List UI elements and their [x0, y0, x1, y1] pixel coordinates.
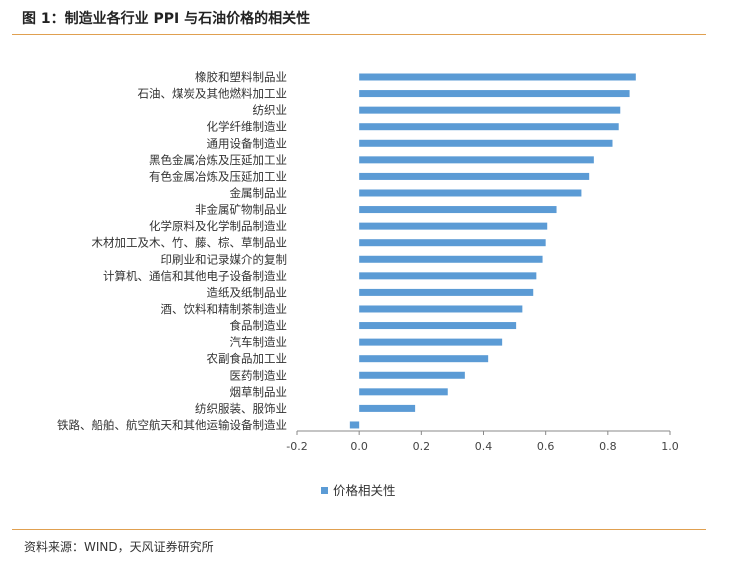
- bar-18: [359, 371, 465, 379]
- category-label-2: 纺织业: [253, 103, 288, 117]
- x-tick-label-6: 1.0: [661, 440, 679, 453]
- category-labels-group: 橡胶和塑料制品业石油、煤炭及其他燃料加工业纺织业化学纤维制造业通用设备制造业黑色…: [57, 70, 287, 432]
- bar-14: [359, 305, 523, 313]
- bar-6: [359, 172, 590, 180]
- bar-17: [359, 355, 489, 363]
- bar-3: [359, 123, 619, 131]
- category-label-0: 橡胶和塑料制品业: [195, 70, 287, 84]
- source-note: 资料来源：WIND，天风证券研究所: [24, 540, 214, 554]
- category-label-12: 计算机、通信和其他电子设备制造业: [103, 269, 287, 283]
- category-label-21: 铁路、船舶、航空航天和其他运输设备制造业: [57, 418, 287, 432]
- category-label-1: 石油、煤炭及其他燃料加工业: [138, 87, 288, 101]
- category-label-4: 通用设备制造业: [207, 136, 288, 150]
- bar-19: [359, 388, 448, 396]
- bar-9: [359, 222, 548, 230]
- legend: 价格相关性: [321, 483, 396, 498]
- bar-16: [359, 338, 503, 346]
- bar-13: [359, 288, 534, 296]
- bar-8: [359, 206, 557, 214]
- category-label-17: 农副食品加工业: [207, 352, 288, 366]
- top-divider: [12, 34, 706, 35]
- bar-7: [359, 189, 582, 197]
- x-tick-label-3: 0.4: [475, 440, 493, 453]
- category-label-16: 汽车制造业: [230, 335, 288, 349]
- bar-12: [359, 272, 537, 280]
- category-label-13: 造纸及纸制品业: [207, 285, 288, 299]
- bar-0: [359, 73, 636, 81]
- legend-label: 价格相关性: [333, 483, 396, 498]
- category-label-5: 黑色金属冶炼及压延加工业: [149, 153, 287, 167]
- bar-11: [359, 255, 543, 263]
- category-label-10: 木材加工及木、竹、藤、棕、草制品业: [92, 236, 288, 250]
- x-tick-label-0: -0.2: [286, 440, 307, 453]
- bar-20: [359, 404, 416, 412]
- category-label-6: 有色金属冶炼及压延加工业: [149, 169, 287, 183]
- bar-15: [359, 322, 517, 330]
- category-label-18: 医药制造业: [230, 368, 288, 382]
- x-tick-label-2: 0.2: [413, 440, 431, 453]
- category-label-11: 印刷业和记录媒介的复制: [161, 252, 288, 266]
- category-label-19: 烟草制品业: [230, 385, 288, 399]
- bar-21: [349, 421, 360, 429]
- category-label-3: 化学纤维制造业: [207, 120, 288, 134]
- category-label-8: 非金属矿物制品业: [195, 203, 287, 217]
- legend-swatch: [321, 487, 328, 494]
- x-tick-label-4: 0.6: [537, 440, 555, 453]
- bar-4: [359, 139, 613, 147]
- bar-10: [359, 239, 546, 247]
- bottom-divider: [12, 529, 706, 530]
- category-label-9: 化学原料及化学制品制造业: [149, 219, 287, 233]
- bar-5: [359, 156, 594, 164]
- category-label-7: 金属制品业: [230, 186, 288, 200]
- chart-title: 图 1：制造业各行业 PPI 与石油价格的相关性: [22, 11, 311, 27]
- x-tick-label-1: 0.0: [350, 440, 368, 453]
- x-tick-label-5: 0.8: [599, 440, 617, 453]
- bar-chart: 橡胶和塑料制品业石油、煤炭及其他燃料加工业纺织业化学纤维制造业通用设备制造业黑色…: [57, 70, 679, 498]
- x-axis-ticks-group: -0.2 0.0 0.2 0.4 0.6 0.8 1.0: [286, 431, 679, 453]
- bar-1: [359, 90, 630, 98]
- bars-group: [349, 73, 636, 429]
- category-label-14: 酒、饮料和精制茶制造业: [161, 302, 288, 316]
- category-label-15: 食品制造业: [230, 319, 288, 333]
- bar-2: [359, 106, 621, 114]
- category-label-20: 纺织服装、服饰业: [195, 401, 287, 415]
